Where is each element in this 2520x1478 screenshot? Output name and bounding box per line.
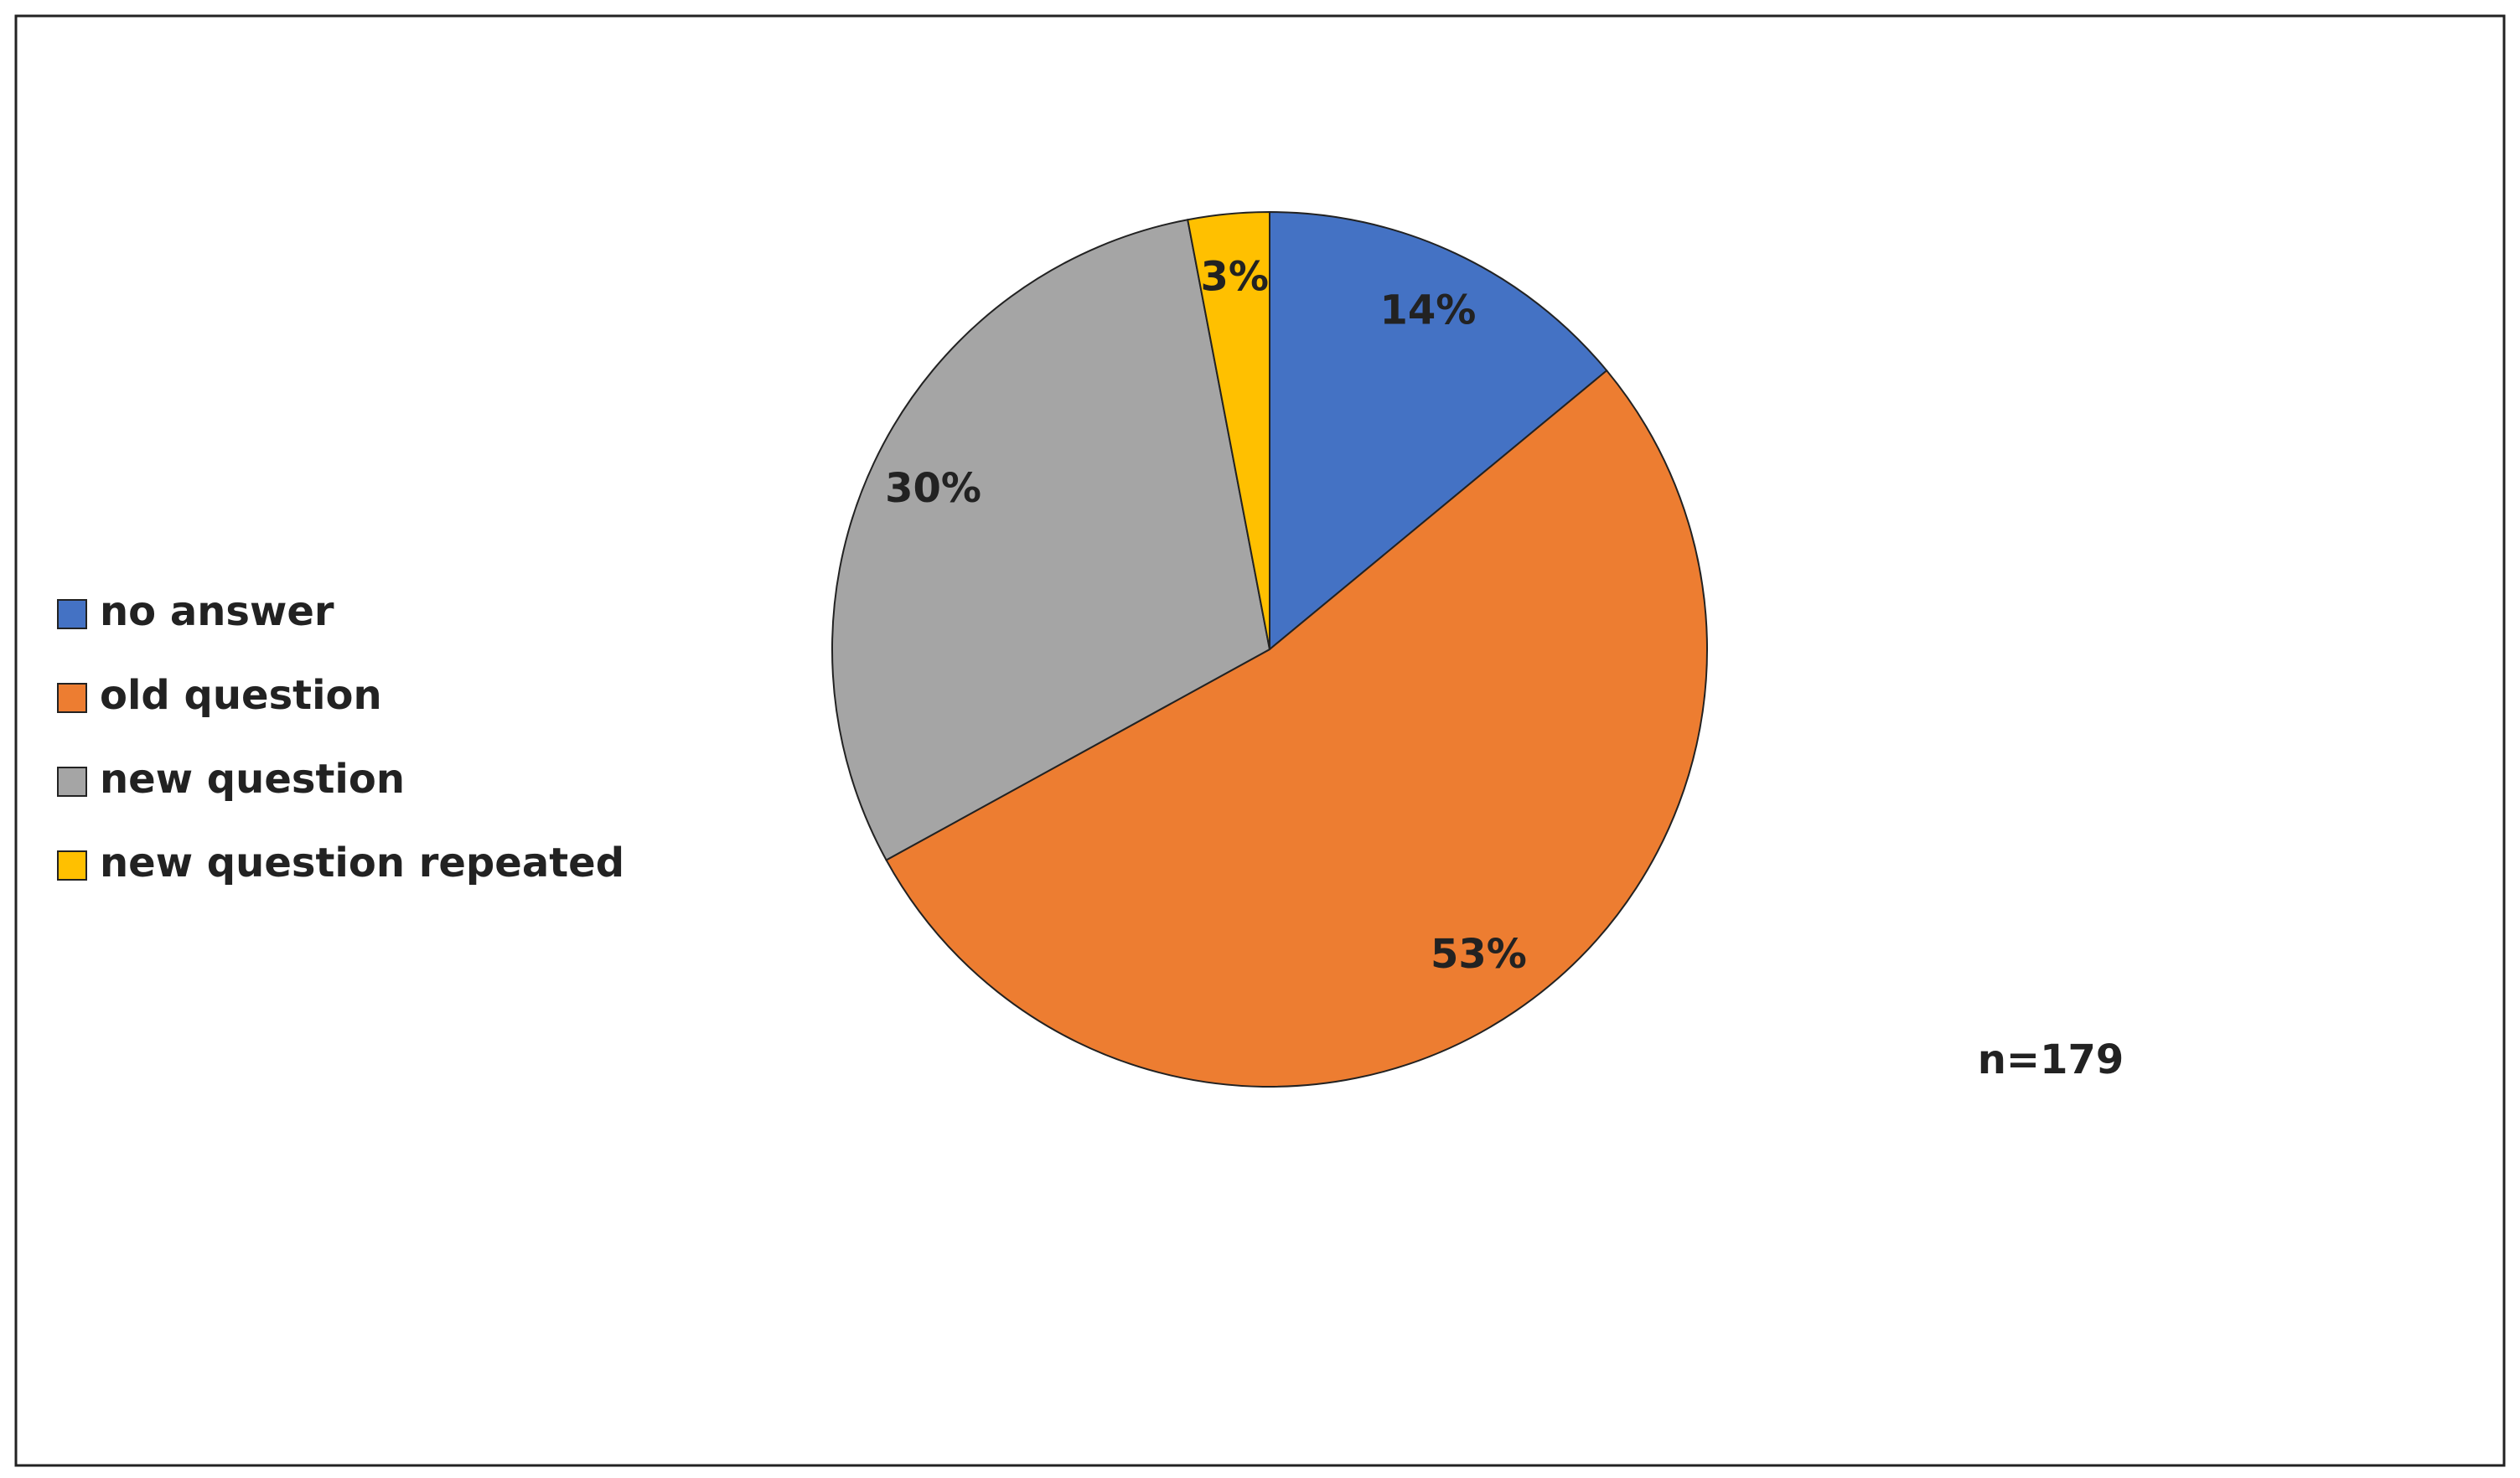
pie-slice bbox=[1269, 210, 1608, 652]
annotation: n=179 bbox=[1978, 1036, 2124, 1083]
legend-label: new question bbox=[100, 756, 405, 803]
legend-swatch bbox=[57, 599, 87, 629]
legend-label: new question repeated bbox=[100, 840, 624, 886]
data-label: 53% bbox=[1431, 931, 1527, 978]
data-label: 30% bbox=[885, 465, 981, 512]
legend-swatch bbox=[57, 850, 87, 881]
legend-swatch bbox=[57, 683, 87, 713]
pie-slice bbox=[1187, 210, 1270, 650]
pie-slice bbox=[831, 219, 1271, 861]
legend-swatch bbox=[57, 767, 87, 797]
pie-slice bbox=[885, 369, 1708, 1088]
data-label: 3% bbox=[1200, 253, 1269, 300]
legend-label: old question bbox=[100, 672, 382, 719]
legend-label: no answer bbox=[100, 588, 334, 635]
data-label: 14% bbox=[1379, 287, 1476, 334]
